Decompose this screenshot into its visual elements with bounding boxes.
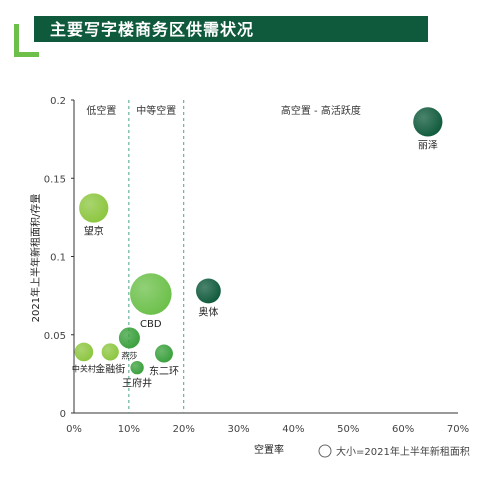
bubble-point: [196, 278, 221, 304]
y-tick-label: 0.2: [50, 96, 66, 107]
bubble-label: 丽泽: [418, 140, 438, 152]
bubble-label: 奥体: [198, 305, 218, 318]
bubble-point: [130, 273, 172, 315]
bubble-point: [130, 360, 144, 375]
y-tick-label: 0.1: [50, 253, 66, 264]
legend-label: 大小=2021年上半年新租面积: [336, 445, 470, 458]
x-tick-label: 50%: [337, 424, 359, 435]
x-tick-label: 70%: [447, 424, 469, 435]
bubble-label: CBD: [140, 319, 162, 330]
bubble-label: 望京: [84, 225, 104, 238]
bubble-label: 燕莎: [121, 350, 137, 360]
x-tick-label: 20%: [173, 424, 195, 435]
bubble-point: [413, 107, 443, 137]
zone-label: 高空置 - 高活跃度: [281, 104, 361, 117]
bubble-point: [74, 342, 94, 362]
x-tick-label: 30%: [227, 424, 249, 435]
chart-header: 主要写字楼商务区供需状况: [14, 14, 428, 57]
y-axis-title: 2021年上半年新租面积/存量: [29, 194, 42, 323]
bubble-label: 东二环: [149, 364, 179, 377]
bubble-point: [101, 343, 119, 361]
chart-title: 主要写字楼商务区供需状况: [50, 20, 255, 39]
zone-label: 低空置: [86, 104, 116, 117]
header-bracket-decoration: [14, 24, 39, 57]
x-tick-label: 60%: [392, 424, 414, 435]
x-axis-title: 空置率: [254, 443, 284, 456]
x-tick-label: 10%: [118, 424, 140, 435]
y-tick-label: 0.05: [44, 331, 66, 342]
bubble-label: 王府井: [122, 376, 152, 389]
legend-size-icon: [318, 444, 332, 458]
x-tick-label: 0%: [66, 424, 82, 435]
x-tick-label: 40%: [282, 424, 304, 435]
bubble-point: [79, 193, 109, 223]
zone-label: 中等空置: [136, 104, 176, 117]
bubble-label: 金融街: [95, 363, 125, 376]
bubble-point: [154, 344, 173, 363]
bubble-point: [118, 327, 140, 349]
bubble-label: 中关村: [72, 363, 96, 373]
y-tick-label: 0: [60, 409, 66, 420]
header-bar: [34, 16, 428, 42]
y-tick-label: 0.15: [44, 174, 66, 185]
